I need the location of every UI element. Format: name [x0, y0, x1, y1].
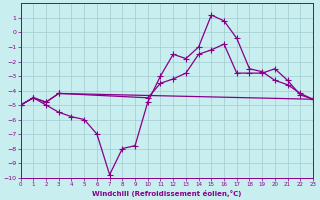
X-axis label: Windchill (Refroidissement éolien,°C): Windchill (Refroidissement éolien,°C): [92, 190, 242, 197]
